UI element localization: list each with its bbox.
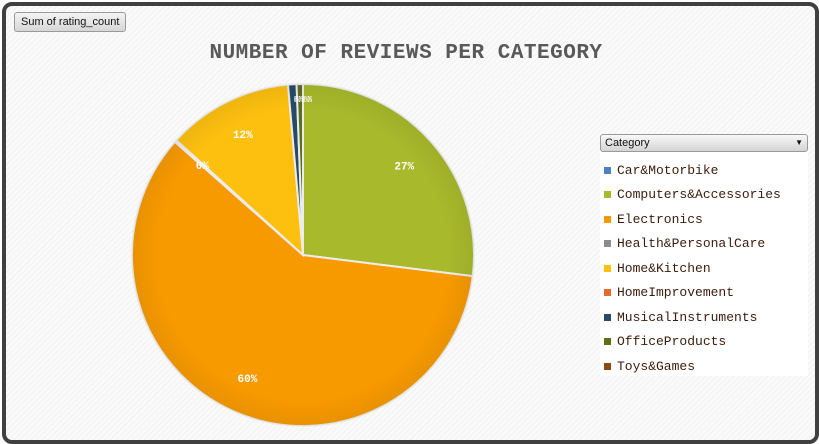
legend-title: Category bbox=[605, 137, 650, 149]
legend-label: HomeImprovement bbox=[617, 285, 735, 301]
dropdown-arrow-icon: ▼ bbox=[795, 138, 803, 147]
legend-swatch bbox=[604, 338, 611, 346]
legend-item-computers-accessories[interactable]: Computers&Accessories bbox=[604, 183, 781, 208]
legend-swatch bbox=[604, 166, 611, 174]
legend-list: Car&Motorbike Computers&Accessories Electr… bbox=[604, 158, 781, 379]
legend-item-officeproducts[interactable]: OfficeProducts bbox=[604, 330, 781, 355]
legend-label: Health&PersonalCare bbox=[617, 236, 766, 252]
legend-swatch bbox=[604, 191, 611, 199]
legend-label: Toys&Games bbox=[617, 358, 696, 374]
legend-item-health-personalcare[interactable]: Health&PersonalCare bbox=[604, 232, 781, 257]
legend-item-musicalinstruments[interactable]: MusicalInstruments bbox=[604, 305, 781, 330]
legend-label: OfficeProducts bbox=[617, 334, 727, 350]
legend-item-home-kitchen[interactable]: Home&Kitchen bbox=[604, 256, 781, 281]
legend-swatch bbox=[604, 313, 611, 321]
legend-item-car-motorbike[interactable]: Car&Motorbike bbox=[604, 158, 781, 183]
data-label-health-personalcare: 0% bbox=[196, 161, 210, 173]
legend-swatch bbox=[604, 240, 611, 248]
data-label-home-kitchen: 12% bbox=[233, 130, 253, 142]
legend-label: Car&Motorbike bbox=[617, 162, 719, 178]
legend-item-electronics[interactable]: Electronics bbox=[604, 207, 781, 232]
pie-slice-computers-accessories[interactable] bbox=[302, 82, 475, 278]
legend-swatch bbox=[604, 264, 611, 272]
category-filter-dropdown[interactable]: Category ▼ bbox=[600, 134, 808, 152]
legend-item-homeimprovement[interactable]: HomeImprovement bbox=[604, 281, 781, 306]
legend: Category ▼ Car&Motorbike Computers&Access… bbox=[600, 134, 808, 376]
legend-label: Electronics bbox=[617, 211, 703, 227]
legend-label: Home&Kitchen bbox=[617, 260, 711, 276]
data-label-computers-accessories: 27% bbox=[394, 162, 414, 174]
data-label-small-slices: 0%0%0%0% bbox=[294, 95, 312, 105]
legend-swatch bbox=[604, 289, 611, 297]
data-label-electronics: 60% bbox=[238, 374, 258, 386]
legend-swatch bbox=[604, 215, 611, 223]
legend-label: MusicalInstruments bbox=[617, 309, 758, 325]
legend-swatch bbox=[604, 362, 611, 370]
legend-item-toys-games[interactable]: Toys&Games bbox=[604, 354, 781, 379]
field-button-sum-rating-count[interactable]: Sum of rating_count bbox=[14, 12, 127, 32]
chart-title: NUMBER OF REVIEWS PER CATEGORY bbox=[209, 42, 603, 65]
legend-label: Computers&Accessories bbox=[617, 187, 781, 203]
